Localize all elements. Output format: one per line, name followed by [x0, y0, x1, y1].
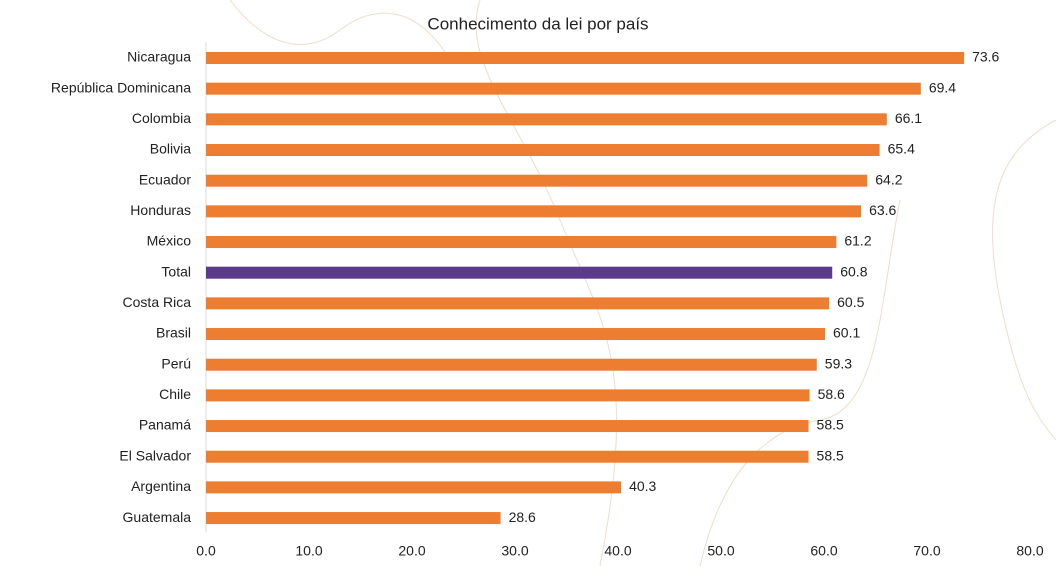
bar: [206, 328, 826, 341]
chart-title: Conhecimento da lei por país: [427, 14, 648, 33]
y-tick-label: Colombia: [132, 110, 191, 126]
x-tick-label: 50.0: [707, 543, 734, 559]
bar: [206, 174, 868, 187]
x-tick-label: 40.0: [604, 543, 631, 559]
bar: [206, 236, 837, 249]
bar: [206, 113, 887, 126]
data-label: 60.5: [837, 294, 864, 310]
data-label: 28.6: [509, 509, 536, 525]
y-tick-label: Chile: [159, 386, 191, 402]
data-label: 60.8: [840, 263, 867, 279]
data-label: 65.4: [888, 141, 915, 157]
data-label: 69.4: [929, 79, 956, 95]
bar: [206, 297, 830, 310]
bar: [206, 450, 809, 463]
bar: [206, 52, 965, 64]
y-tick-label: Bolivia: [150, 141, 191, 157]
x-tick-label: 20.0: [398, 543, 425, 559]
y-tick-label: Perú: [161, 355, 191, 371]
data-label: 58.5: [817, 447, 844, 463]
bar: [206, 420, 809, 433]
x-tick-label: 30.0: [501, 543, 528, 559]
data-label: 63.6: [869, 202, 896, 218]
x-tick-label: 10.0: [295, 543, 322, 559]
x-tick-label: 70.0: [913, 543, 940, 559]
x-tick-label: 0.0: [196, 543, 216, 559]
data-label: 59.3: [825, 355, 852, 371]
data-label: 73.6: [972, 49, 999, 65]
y-tick-label: Total: [161, 263, 191, 279]
data-label: 40.3: [629, 478, 656, 494]
data-label: 61.2: [844, 233, 871, 249]
y-tick-label: Panamá: [139, 417, 191, 433]
data-label: 66.1: [895, 110, 922, 126]
y-tick-label: Ecuador: [139, 171, 191, 187]
data-label: 64.2: [875, 171, 902, 187]
bar: [206, 266, 833, 279]
y-tick-label: Argentina: [131, 478, 191, 494]
bar: [206, 82, 921, 95]
data-label: 58.5: [817, 417, 844, 433]
bar: [206, 358, 817, 371]
y-tick-label: Guatemala: [123, 509, 192, 525]
y-tick-label: Brasil: [156, 325, 191, 341]
bar: [206, 512, 501, 525]
data-label: 60.1: [833, 325, 860, 341]
bar: [206, 144, 880, 157]
data-label: 58.6: [818, 386, 845, 402]
bar: [206, 205, 862, 218]
x-tick-label: 60.0: [810, 543, 837, 559]
y-tick-label: Costa Rica: [123, 294, 192, 310]
bar: [206, 481, 622, 494]
y-tick-label: Nicaragua: [127, 49, 191, 65]
y-tick-label: México: [147, 233, 192, 249]
bar: [206, 389, 810, 402]
y-tick-label: El Salvador: [119, 447, 191, 463]
y-tick-label: Honduras: [130, 202, 191, 218]
x-tick-label: 80.0: [1016, 543, 1043, 559]
y-tick-label: República Dominicana: [51, 79, 191, 95]
